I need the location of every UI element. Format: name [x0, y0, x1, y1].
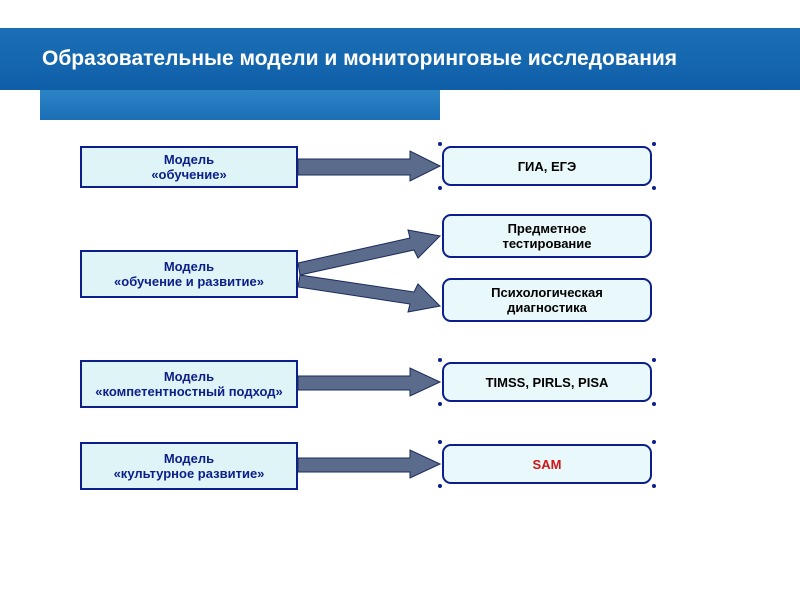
- diagram-canvas: Модель «обучение» Модель «обучение и раз…: [0, 130, 800, 590]
- header-band: Образовательные модели и мониторинговые …: [0, 28, 800, 90]
- arrow-m2-r2: [298, 230, 440, 275]
- arrows-layer: [0, 130, 800, 590]
- arrow-m3-r4: [298, 368, 440, 396]
- header-sub-band: [40, 90, 440, 120]
- arrow-m2-r3: [298, 275, 440, 312]
- arrow-m1-r1: [298, 151, 440, 181]
- arrow-m4-r5: [298, 450, 440, 478]
- page-title: Образовательные модели и мониторинговые …: [42, 47, 677, 71]
